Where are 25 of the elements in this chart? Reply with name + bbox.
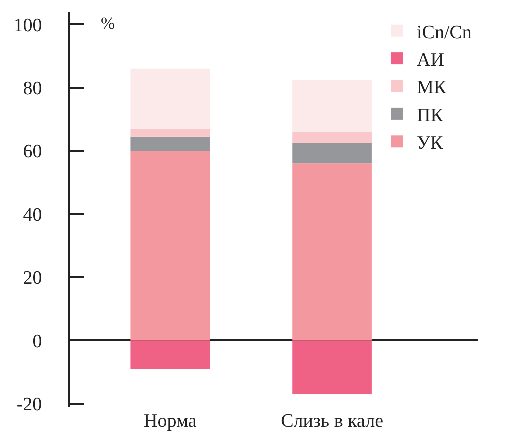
y-tick-label: 40 [23,204,42,226]
bar [292,143,372,164]
legend-label: АИ [417,50,445,71]
bar [130,340,210,370]
y-axis-title: % [101,14,116,33]
y-tick-label: -20 [16,394,42,416]
legend-label: МК [417,78,447,99]
x-tick-label: Слизь в кале [281,411,384,432]
y-tick-label: 0 [32,331,42,352]
bar [130,151,210,341]
legend-label: ПК [417,105,444,126]
bar [292,132,372,144]
bar [130,136,210,152]
x-tick-label: Норма [144,411,198,432]
bar [130,128,210,137]
y-tick-label: 60 [23,142,42,163]
legend-label: УК [417,133,444,154]
y-tick-label: 20 [23,268,42,290]
bar [292,340,372,394]
legend-label: iCn/Cn [417,22,472,44]
y-tick-label: 80 [23,78,42,100]
bar [292,164,372,341]
y-tick-label: 100 [14,15,42,36]
bar [130,68,210,129]
bar [292,80,372,132]
